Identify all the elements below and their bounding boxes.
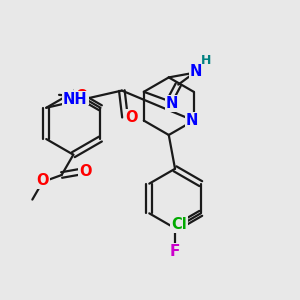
Text: N: N bbox=[166, 96, 178, 111]
Text: O: O bbox=[79, 164, 91, 179]
Text: O: O bbox=[126, 110, 138, 124]
Text: Cl: Cl bbox=[171, 217, 187, 232]
Text: NH: NH bbox=[63, 92, 87, 107]
Text: N: N bbox=[190, 64, 202, 79]
Text: F: F bbox=[170, 244, 180, 259]
Text: N: N bbox=[186, 113, 198, 128]
Text: O: O bbox=[75, 89, 88, 104]
Text: O: O bbox=[36, 173, 49, 188]
Text: H: H bbox=[201, 54, 211, 67]
